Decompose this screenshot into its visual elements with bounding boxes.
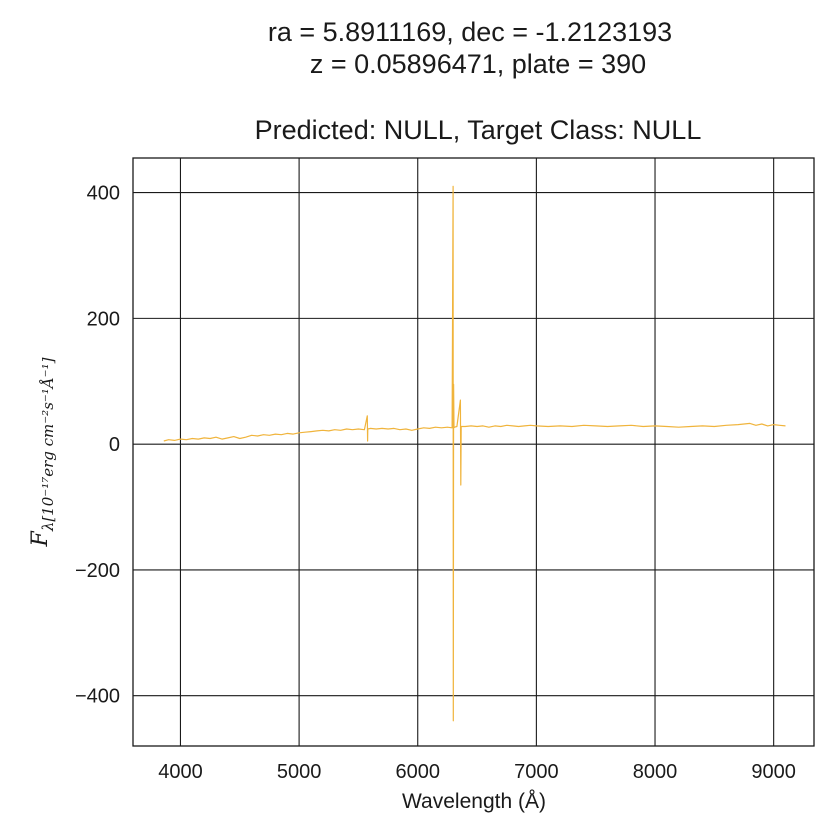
x-tick-label: 8000 xyxy=(633,761,678,783)
plot-area xyxy=(133,158,814,746)
y-axis-label-main: F xyxy=(28,530,53,547)
y-tick-label: 400 xyxy=(87,183,120,205)
x-tick-labels: 4000 5000 6000 7000 8000 9000 xyxy=(158,761,796,783)
series-layer xyxy=(163,185,786,722)
x-tick-label: 9000 xyxy=(751,761,796,783)
x-tick-label: 4000 xyxy=(158,761,203,783)
y-axis-label: Fλ[10⁻¹⁷erg cm⁻²s⁻¹Å⁻¹] xyxy=(28,357,57,547)
spectrum-series-line xyxy=(163,185,786,722)
y-tick-labels: −400 −200 0 200 400 xyxy=(75,183,120,708)
x-axis-label: Wavelength (Å) xyxy=(402,790,546,813)
x-tick-label: 7000 xyxy=(514,761,559,783)
y-axis-label-subscript: λ[10⁻¹⁷erg cm⁻²s⁻¹Å⁻¹] xyxy=(39,357,57,532)
plot-frame xyxy=(132,157,815,747)
x-tick-label: 5000 xyxy=(277,761,322,783)
y-tick-label: −200 xyxy=(75,560,120,582)
grid-lines xyxy=(133,158,814,746)
y-tick-label: 0 xyxy=(109,434,120,456)
chart-title-line-2: z = 0.05896471, plate = 390 xyxy=(310,49,646,79)
y-tick-label: 200 xyxy=(87,308,120,330)
y-tick-label: −400 xyxy=(75,686,120,708)
chart-title-line-1: ra = 5.8911169, dec = -1.2123193 xyxy=(268,17,672,47)
chart-title-line-3: Predicted: NULL, Target Class: NULL xyxy=(255,115,702,145)
x-tick-label: 6000 xyxy=(395,761,440,783)
